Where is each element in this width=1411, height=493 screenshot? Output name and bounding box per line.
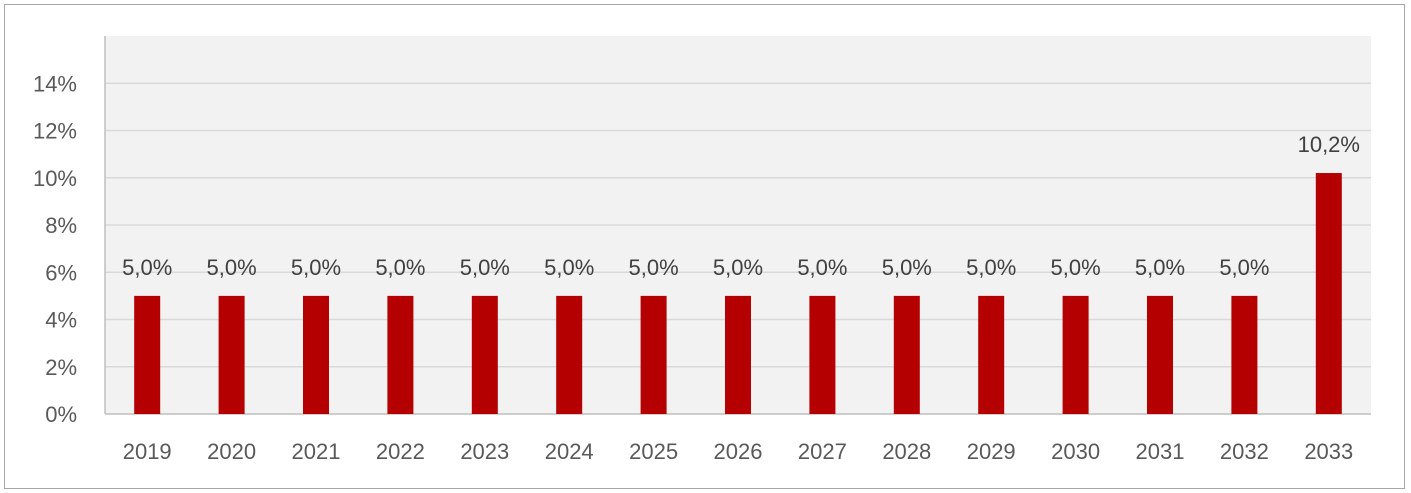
bar-2019 (134, 295, 161, 414)
bar-chart: 0%2%4%6%8%10%12%14% 5,0% 5,0% 5,0% 5,0% 5,0%… (33, 36, 1371, 464)
data-label-2030: 5,0% (1051, 255, 1101, 280)
x-tick-labels: 2019 2020 2021 2022 2023 2024 2025 2026 2027 2028… (123, 439, 1354, 464)
bar-2033 (1315, 173, 1342, 414)
data-label-2020: 5,0% (207, 255, 257, 280)
bar-2029 (978, 295, 1005, 414)
data-label-2021: 5,0% (291, 255, 341, 280)
x-tick-label-2032: 2032 (1220, 439, 1269, 464)
x-tick-label-2031: 2031 (1136, 439, 1185, 464)
x-tick-label-2023: 2023 (460, 439, 509, 464)
bar-2030 (1062, 295, 1089, 414)
x-tick-label-2026: 2026 (714, 439, 763, 464)
bar-2025 (640, 295, 667, 414)
bar-2027 (809, 295, 836, 414)
bar-2023 (471, 295, 498, 414)
x-tick-label-2033: 2033 (1304, 439, 1353, 464)
data-label-2033: 10,2% (1298, 132, 1360, 157)
y-tick-label: 4% (45, 308, 77, 333)
bar-2031 (1147, 295, 1173, 414)
y-tick-labels: 0% 2% 4% 6% 8% 10% 12% 14% (33, 71, 77, 427)
y-tick-label: 12% (33, 119, 77, 144)
data-label-2026: 5,0% (713, 255, 763, 280)
bars (134, 173, 1342, 414)
data-label-2025: 5,0% (629, 255, 679, 280)
y-tick-label: 10% (33, 166, 77, 191)
data-label-2022: 5,0% (375, 255, 425, 280)
data-label-2027: 5,0% (797, 255, 847, 280)
data-label-2019: 5,0% (122, 255, 172, 280)
bar-2022 (387, 295, 414, 414)
y-tick-label: 8% (45, 213, 77, 238)
chart-frame: 0% 2% 4% 6% 8% 10% 12% 14% 5,0% 5,0% 5,0% 5,0% 5,0%… (4, 4, 1405, 489)
bar-2026 (725, 295, 751, 414)
x-tick-label-2025: 2025 (629, 439, 678, 464)
bar-2032 (1231, 295, 1258, 414)
x-tick-label-2027: 2027 (798, 439, 847, 464)
x-tick-label-2028: 2028 (882, 439, 931, 464)
x-tick-label-2030: 2030 (1051, 439, 1100, 464)
x-tick-label-2020: 2020 (207, 439, 256, 464)
x-tick-label-2022: 2022 (376, 439, 425, 464)
data-label-2023: 5,0% (460, 255, 510, 280)
x-tick-label-2024: 2024 (545, 439, 594, 464)
y-tick-label: 0% (45, 402, 77, 427)
x-tick-label-2029: 2029 (967, 439, 1016, 464)
bar-2028 (893, 295, 920, 414)
data-labels: 5,0% 5,0% 5,0% 5,0% 5,0% 5,0% 5,0% 5,0% 5,0% 5,0%… (122, 132, 1360, 280)
bar-2021 (303, 295, 329, 414)
data-label-2031: 5,0% (1135, 255, 1185, 280)
y-tick-label: 2% (45, 355, 77, 380)
x-tick-label-2019: 2019 (123, 439, 172, 464)
data-label-2029: 5,0% (966, 255, 1016, 280)
bar-2024 (556, 295, 583, 414)
data-label-2024: 5,0% (544, 255, 594, 280)
data-label-2028: 5,0% (882, 255, 932, 280)
x-tick-label-2021: 2021 (292, 439, 341, 464)
y-tick-label: 14% (33, 71, 77, 96)
y-tick-label: 6% (45, 260, 77, 285)
bar-2020 (218, 295, 245, 414)
data-label-2032: 5,0% (1219, 255, 1269, 280)
